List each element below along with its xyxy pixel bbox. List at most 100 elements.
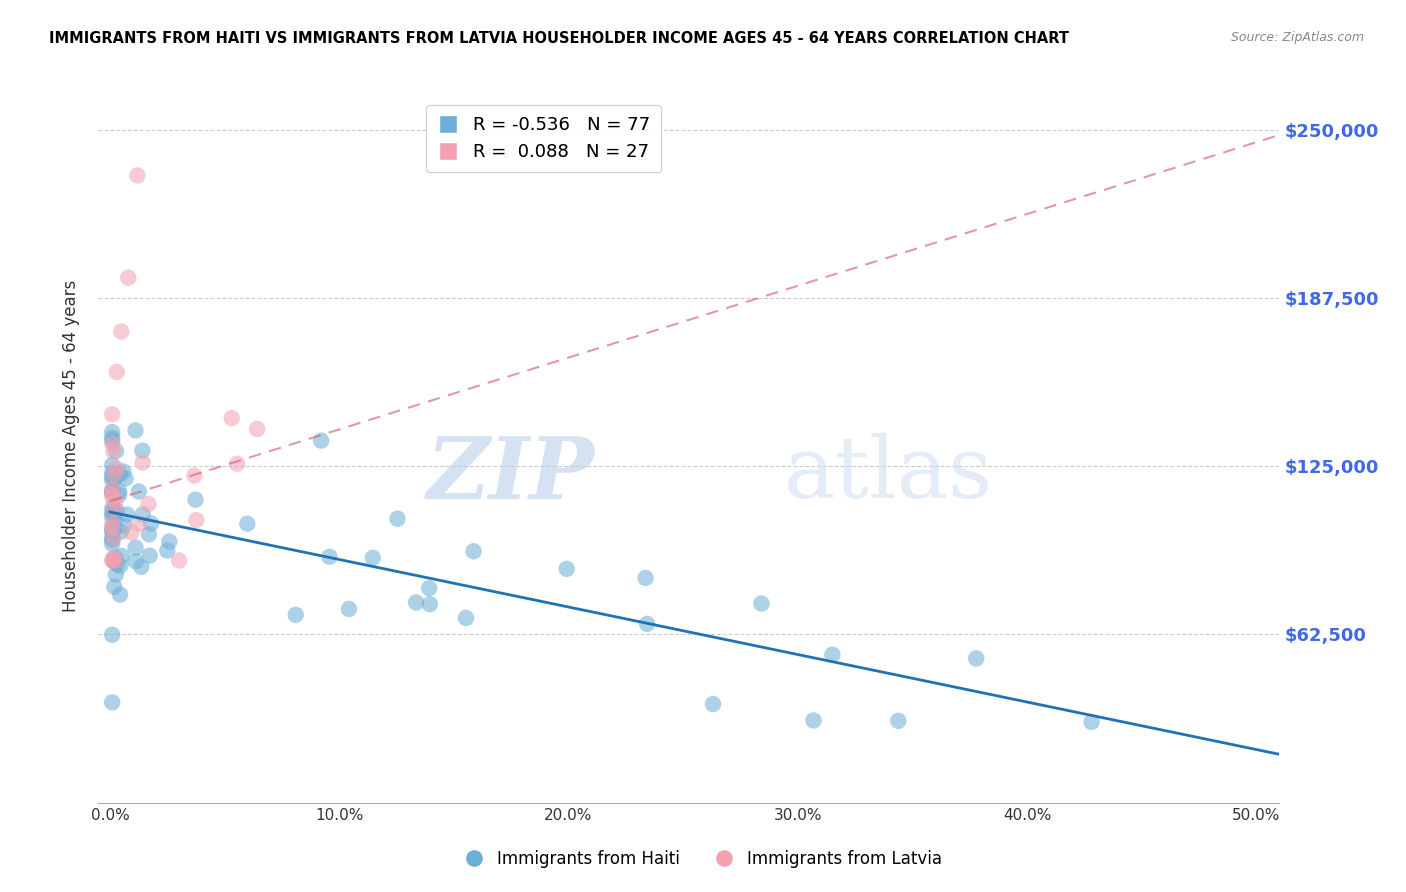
- Immigrants from Haiti: [108, 467, 131, 482]
- Immigrants from Haiti: [115, 508, 138, 522]
- Immigrants from Haiti: [101, 469, 124, 483]
- Immigrants from Haiti: [454, 611, 477, 625]
- Immigrants from Haiti: [337, 602, 360, 616]
- Text: IMMIGRANTS FROM HAITI VS IMMIGRANTS FROM LATVIA HOUSEHOLDER INCOME AGES 45 - 64 : IMMIGRANTS FROM HAITI VS IMMIGRANTS FROM…: [49, 31, 1069, 46]
- Immigrants from Haiti: [132, 508, 155, 522]
- Immigrants from Latvia: [110, 325, 132, 339]
- Immigrants from Latvia: [101, 407, 124, 421]
- Immigrants from Haiti: [110, 524, 132, 539]
- Immigrants from Haiti: [405, 595, 427, 609]
- Immigrants from Haiti: [236, 516, 259, 531]
- Immigrants from Haiti: [101, 473, 124, 487]
- Immigrants from Latvia: [103, 502, 125, 516]
- Immigrants from Haiti: [108, 484, 131, 499]
- Immigrants from Haiti: [636, 616, 658, 631]
- Immigrants from Haiti: [124, 541, 146, 555]
- Immigrants from Haiti: [751, 597, 773, 611]
- Immigrants from Haiti: [131, 443, 153, 458]
- Immigrants from Haiti: [101, 524, 124, 539]
- Immigrants from Latvia: [101, 553, 124, 567]
- Immigrants from Haiti: [103, 554, 125, 568]
- Immigrants from Latvia: [226, 457, 249, 471]
- Immigrants from Haiti: [309, 434, 332, 448]
- Immigrants from Haiti: [104, 551, 127, 566]
- Immigrants from Latvia: [101, 487, 124, 501]
- Immigrants from Latvia: [221, 411, 243, 425]
- Immigrants from Haiti: [101, 458, 124, 472]
- Immigrants from Haiti: [418, 581, 440, 595]
- Immigrants from Haiti: [101, 503, 124, 517]
- Immigrants from Latvia: [101, 553, 124, 567]
- Immigrants from Latvia: [104, 553, 127, 567]
- Immigrants from Haiti: [101, 510, 124, 524]
- Immigrants from Latvia: [101, 517, 124, 532]
- Immigrants from Haiti: [139, 516, 162, 531]
- Immigrants from Latvia: [138, 497, 160, 511]
- Immigrants from Haiti: [105, 444, 128, 458]
- Immigrants from Latvia: [103, 531, 125, 545]
- Immigrants from Haiti: [101, 466, 124, 480]
- Text: Source: ZipAtlas.com: Source: ZipAtlas.com: [1230, 31, 1364, 45]
- Immigrants from Haiti: [101, 628, 124, 642]
- Immigrants from Haiti: [101, 537, 124, 551]
- Immigrants from Haiti: [138, 527, 160, 541]
- Text: atlas: atlas: [783, 433, 993, 516]
- Immigrants from Haiti: [318, 549, 340, 564]
- Immigrants from Haiti: [138, 549, 160, 563]
- Immigrants from Haiti: [112, 465, 135, 479]
- Immigrants from Latvia: [103, 467, 125, 482]
- Immigrants from Latvia: [186, 513, 208, 527]
- Immigrants from Latvia: [167, 553, 190, 567]
- Immigrants from Latvia: [246, 422, 269, 436]
- Immigrants from Haiti: [105, 503, 128, 517]
- Immigrants from Haiti: [104, 513, 127, 527]
- Immigrants from Haiti: [104, 567, 127, 582]
- Immigrants from Haiti: [101, 431, 124, 445]
- Immigrants from Latvia: [103, 550, 125, 565]
- Immigrants from Haiti: [101, 695, 124, 709]
- Immigrants from Latvia: [101, 490, 124, 504]
- Immigrants from Latvia: [105, 365, 128, 379]
- Immigrants from Latvia: [105, 461, 128, 475]
- Immigrants from Latvia: [103, 444, 125, 458]
- Immigrants from Haiti: [101, 425, 124, 439]
- Immigrants from Latvia: [101, 436, 124, 450]
- Immigrants from Haiti: [110, 558, 132, 573]
- Immigrants from Latvia: [104, 493, 127, 508]
- Immigrants from Haiti: [101, 523, 124, 537]
- Immigrants from Haiti: [157, 534, 180, 549]
- Immigrants from Haiti: [114, 471, 136, 485]
- Immigrants from Haiti: [105, 558, 128, 572]
- Immigrants from Haiti: [184, 492, 207, 507]
- Immigrants from Haiti: [103, 522, 125, 536]
- Immigrants from Haiti: [129, 559, 152, 574]
- Immigrants from Latvia: [128, 516, 150, 531]
- Immigrants from Haiti: [1080, 714, 1102, 729]
- Immigrants from Haiti: [803, 714, 825, 728]
- Immigrants from Haiti: [103, 580, 125, 594]
- Immigrants from Latvia: [117, 270, 139, 285]
- Immigrants from Haiti: [125, 554, 148, 568]
- Immigrants from Haiti: [103, 504, 125, 518]
- Immigrants from Haiti: [284, 607, 307, 622]
- Immigrants from Haiti: [101, 484, 124, 499]
- Immigrants from Haiti: [111, 549, 134, 563]
- Text: ZIP: ZIP: [426, 433, 595, 516]
- Immigrants from Haiti: [156, 543, 179, 558]
- Immigrants from Latvia: [183, 468, 205, 483]
- Immigrants from Latvia: [121, 525, 143, 540]
- Immigrants from Haiti: [419, 597, 441, 611]
- Immigrants from Haiti: [128, 484, 150, 499]
- Immigrants from Haiti: [101, 484, 124, 499]
- Immigrants from Haiti: [634, 571, 657, 585]
- Immigrants from Latvia: [127, 169, 149, 183]
- Immigrants from Haiti: [702, 697, 724, 711]
- Legend: R = -0.536   N = 77, R =  0.088   N = 27: R = -0.536 N = 77, R = 0.088 N = 27: [426, 105, 661, 172]
- Immigrants from Haiti: [108, 588, 131, 602]
- Immigrants from Haiti: [103, 471, 125, 485]
- Immigrants from Haiti: [555, 562, 578, 576]
- Immigrants from Haiti: [101, 434, 124, 448]
- Immigrants from Haiti: [361, 550, 384, 565]
- Immigrants from Haiti: [101, 506, 124, 520]
- Immigrants from Haiti: [101, 500, 124, 515]
